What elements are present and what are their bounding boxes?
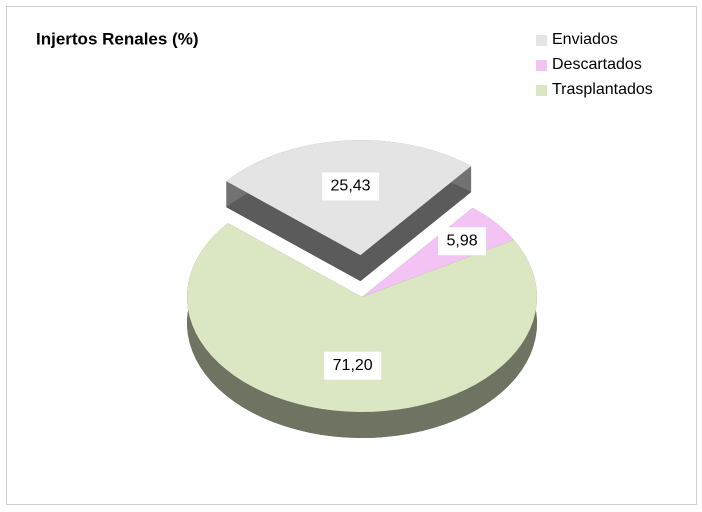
- legend-label: Enviados: [552, 31, 618, 48]
- data-label-box: [322, 172, 380, 201]
- data-label: 71,20: [333, 357, 373, 374]
- legend-swatch: [536, 35, 547, 46]
- data-label-box: [438, 227, 487, 256]
- data-label: 25,43: [331, 178, 371, 195]
- slice-wall: [360, 166, 472, 282]
- legend-label: Trasplantados: [552, 81, 653, 98]
- legend-swatch: [536, 60, 547, 71]
- slice-top: [187, 223, 537, 412]
- data-label-box: [324, 351, 382, 380]
- chart-title: Injertos Renales (%): [36, 29, 199, 48]
- legend-swatch: [536, 85, 547, 96]
- legend-label: Descartados: [552, 56, 642, 73]
- data-label: 5,98: [447, 232, 478, 249]
- slice-wall: [226, 181, 361, 282]
